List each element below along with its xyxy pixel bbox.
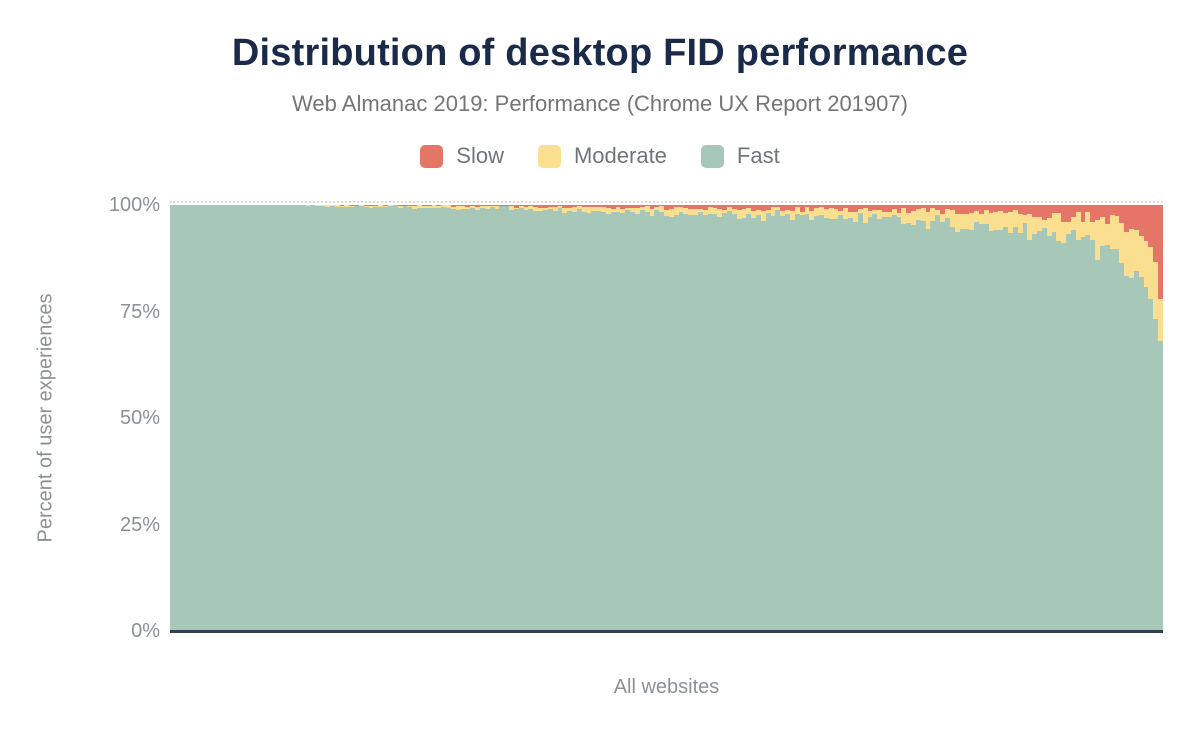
legend-swatch-moderate-icon [537,144,561,168]
legend-label-moderate: Moderate [573,143,667,168]
gridline-100-percent [170,201,1163,203]
x-axis-line [170,630,1163,633]
y-tick-75: 75% [119,301,160,323]
stacked-bar-plot [170,205,1163,631]
legend-label-slow: Slow [456,143,504,168]
legend-item-fast: Fast [700,143,780,169]
y-tick-0: 0% [131,620,160,642]
x-axis-label: All websites [613,676,720,698]
legend-item-moderate: Moderate [537,143,667,169]
y-tick-100: 100% [108,194,160,216]
chart-title: Distribution of desktop FID performance [231,32,969,74]
plot-area[interactable] [170,205,1163,631]
y-axis-ticks: 100% 75% 50% 25% 0% [0,0,160,742]
y-tick-50: 50% [119,407,160,429]
legend-swatch-fast-icon [700,144,724,168]
legend-swatch-slow-icon [420,144,444,168]
chart-subtitle: Web Almanac 2019: Performance (Chrome UX… [292,91,908,116]
legend: Slow Moderate Fast [0,143,1200,169]
legend-label-fast: Fast [736,143,780,168]
legend-item-slow: Slow [420,143,504,169]
y-tick-25: 25% [119,514,160,536]
